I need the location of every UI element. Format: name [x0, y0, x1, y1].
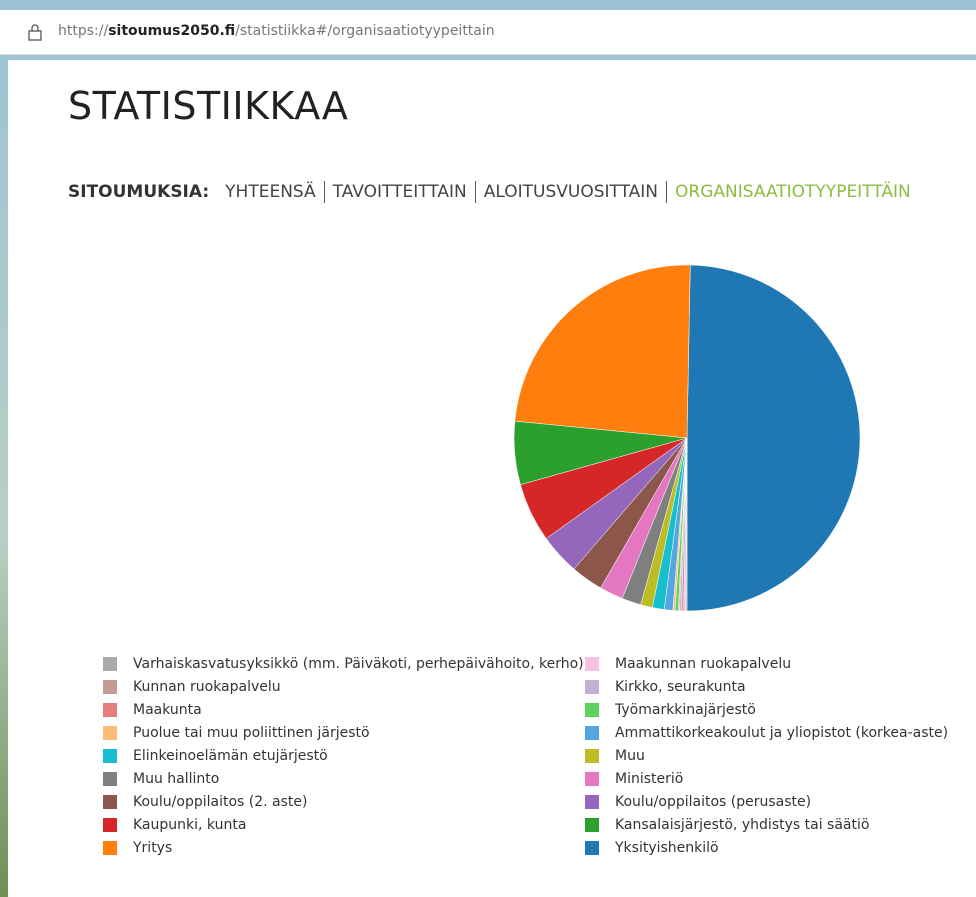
legend-label: Puolue tai muu poliittinen järjestö: [133, 725, 370, 741]
legend-swatch: [585, 795, 599, 809]
legend-swatch: [103, 841, 117, 855]
legend-label: Varhaiskasvatusyksikkö (mm. Päiväkoti, p…: [133, 656, 584, 672]
legend-label: Yksityishenkilö: [614, 840, 719, 856]
legend-label: Elinkeinoelämän etujärjestö: [133, 748, 328, 764]
legend-label: Ministeriö: [615, 771, 683, 787]
legend-swatch: [103, 726, 117, 740]
legend-swatch: [585, 657, 599, 671]
legend-label: Muu hallinto: [133, 771, 219, 787]
pie-slice: [687, 265, 860, 611]
legend-swatch: [585, 703, 599, 717]
legend-label: Maakunnan ruokapalvelu: [615, 656, 791, 672]
legend-label: Yritys: [132, 840, 172, 856]
legend-swatch: [103, 680, 117, 694]
legend-label: Maakunta: [133, 702, 202, 718]
legend-swatch: [585, 726, 599, 740]
chart: Yksityishenkilö Yritys Kansalaisjärjestö, …: [0, 0, 976, 897]
pie-slice: [515, 265, 690, 438]
legend-swatch: [585, 818, 599, 832]
legend-swatch: [103, 818, 117, 832]
legend-label: Kunnan ruokapalvelu: [133, 679, 281, 695]
legend-swatch: [103, 657, 117, 671]
legend-label: Kirkko, seurakunta: [615, 679, 746, 695]
legend-swatch: [103, 795, 117, 809]
page: {"address": {"scheme": "https://", "host…: [0, 0, 976, 897]
legend-swatch: [585, 841, 599, 855]
legend-swatch: [103, 703, 117, 717]
legend-label: Kaupunki, kunta: [133, 817, 246, 833]
legend-swatch: [585, 772, 599, 786]
legend-swatch: [103, 749, 117, 763]
legend-swatch: [103, 772, 117, 786]
legend-swatch: [585, 749, 599, 763]
legend-label: Ammattikorkeakoulut ja yliopistot (korke…: [615, 725, 948, 741]
legend-label: Koulu/oppilaitos (perusaste): [615, 794, 811, 810]
legend-label: Työmarkkinajärjestö: [614, 702, 756, 718]
legend-swatch: [585, 680, 599, 694]
legend-label: Kansalaisjärjestö, yhdistys tai säätiö: [615, 817, 869, 833]
legend-label: Koulu/oppilaitos (2. aste): [133, 794, 308, 810]
legend-label: Muu: [615, 748, 645, 764]
